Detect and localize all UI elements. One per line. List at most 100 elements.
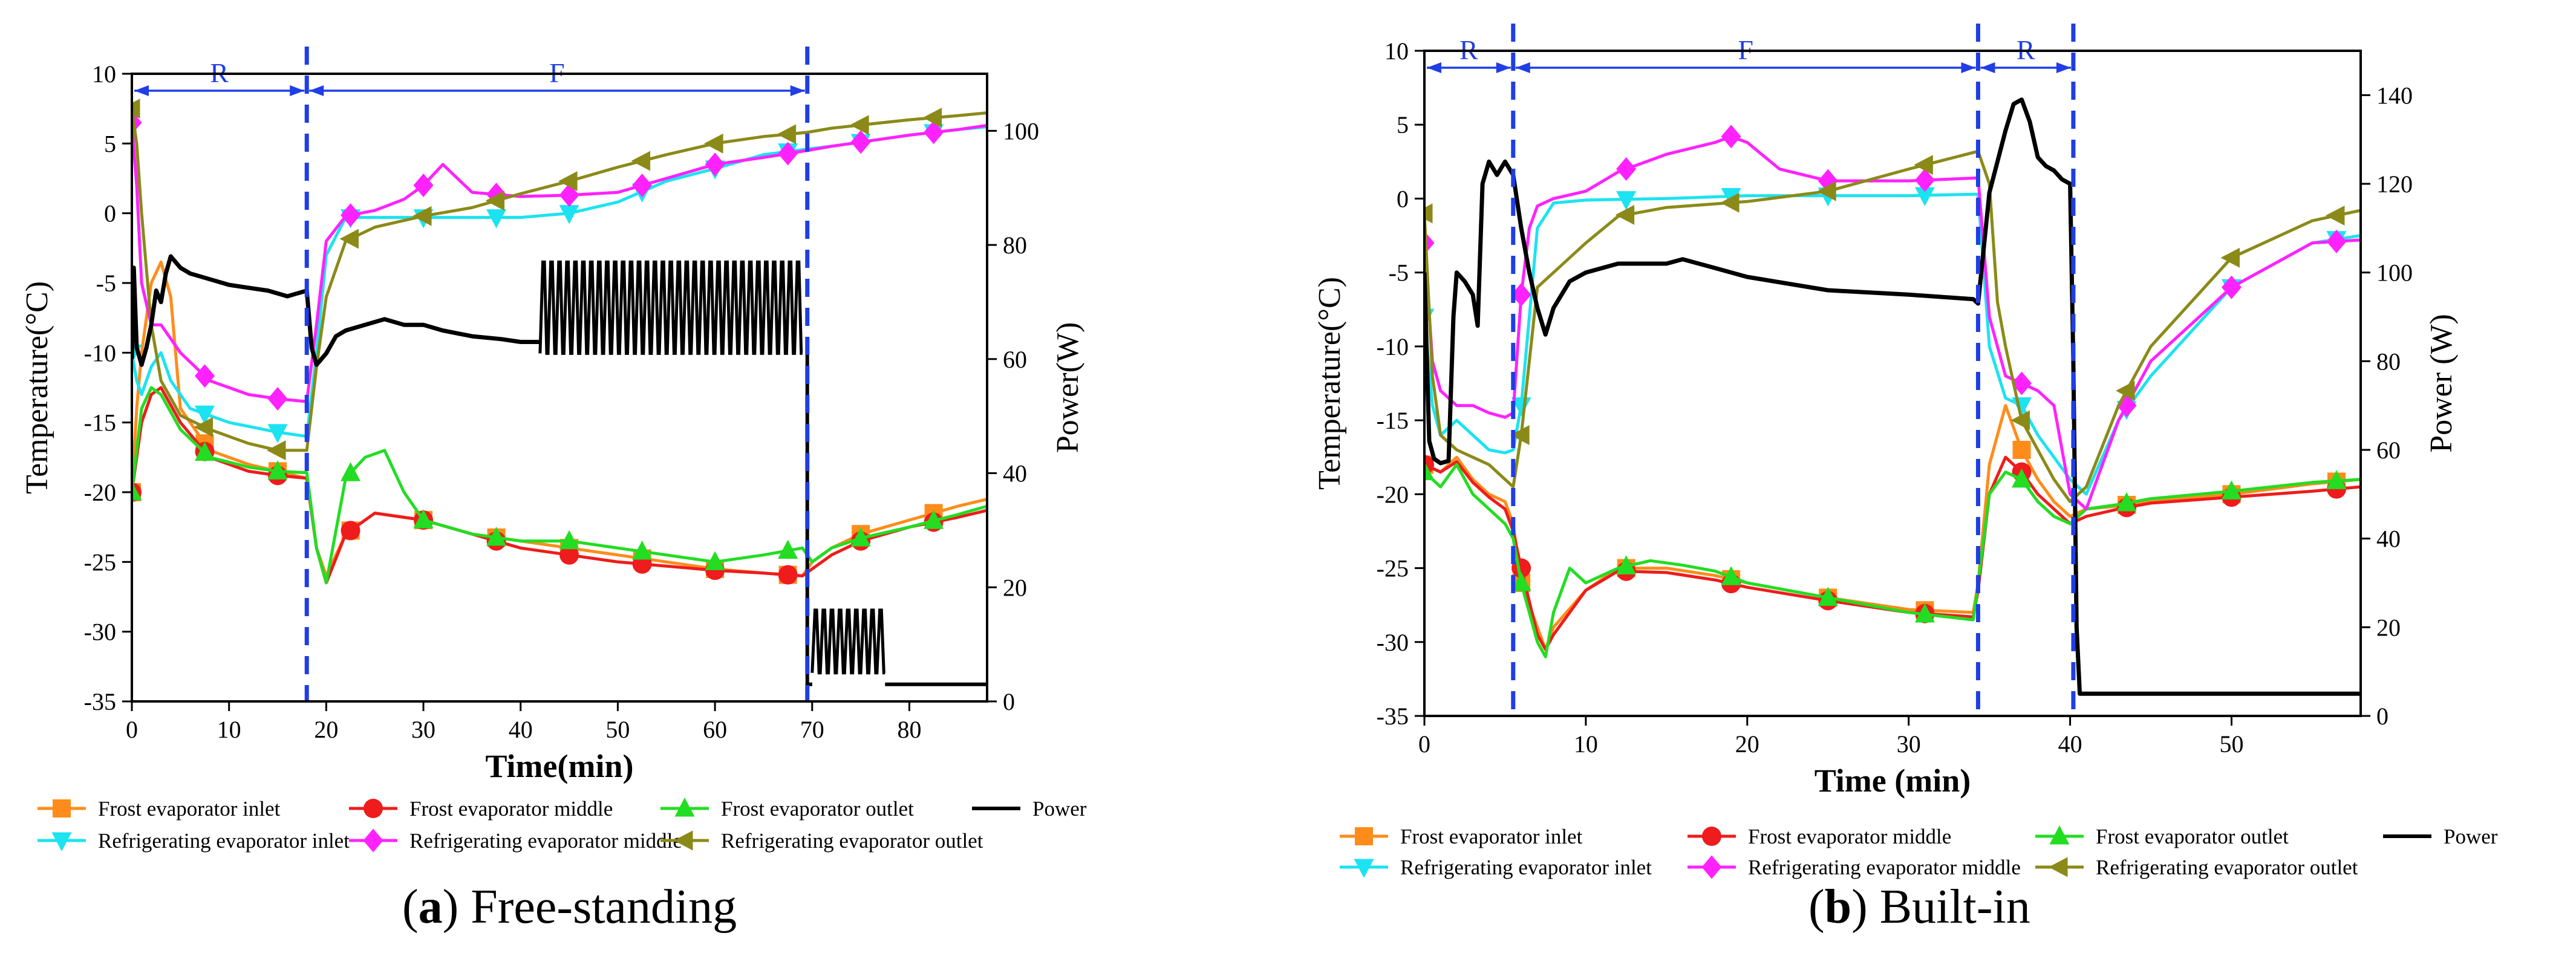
marker-frost_outlet-b-9 [2326, 470, 2347, 489]
marker-ref_middle-b-5 [1914, 168, 1935, 192]
marker-ref_outlet-b-3 [1720, 192, 1740, 213]
region-arrowhead-right-b-0 [1496, 62, 1511, 73]
marker-frost_outlet-b-2 [1616, 555, 1637, 574]
marker-ref_middle-a-1 [195, 364, 215, 388]
x-tick-label-a-6: 60 [703, 716, 727, 743]
y2-tick-label-b-2: 40 [2376, 525, 2401, 553]
y2-tick-label-b-1: 20 [2376, 614, 2401, 641]
caption-b-text: ) Built-in [1851, 880, 2030, 934]
legend-label-power-b: Power [2444, 825, 2498, 848]
x-tick-label-a-8: 80 [897, 716, 921, 743]
marker-ref_outlet-a-0 [132, 99, 140, 119]
marker-frost_outlet-a-9 [778, 539, 798, 559]
marker-frost_outlet-a-10 [850, 527, 871, 547]
marker-ref_outlet-a-2 [267, 440, 286, 461]
series-line-ref_middle-a [132, 122, 987, 403]
y-tick-label-a-9: 10 [92, 60, 116, 88]
marker-frost_outlet-a-2 [267, 460, 288, 479]
legend-label-frost_inlet-b: Frost evaporator inlet [1400, 825, 1583, 848]
marker-ref_outlet-a-3 [339, 229, 359, 249]
y2-tick-label-b-7: 140 [2376, 82, 2413, 109]
y-tick-label-b-2: -25 [1377, 555, 1409, 582]
series-line-power-pulses-a-1 [810, 608, 885, 675]
caption-a-letter: a [418, 880, 443, 934]
marker-ref_outlet-a-6 [558, 171, 578, 192]
y-tick-label-b-6: -5 [1389, 259, 1409, 287]
x-tick-label-a-7: 70 [800, 716, 824, 743]
x-axis-title-b: Time (min) [1815, 762, 1971, 799]
legend-marker-ref_outlet-a [674, 830, 693, 851]
region-arrowhead-left-b-2 [1980, 62, 1995, 73]
y2-tick-label-b-5: 100 [2376, 259, 2413, 287]
region-arrowhead-right-a-0 [290, 85, 305, 96]
series-line-frost_middle-b [1424, 455, 2361, 651]
x-tick-label-a-1: 10 [217, 716, 241, 743]
y-tick-label-a-5: -10 [84, 339, 116, 366]
marker-ref_middle-b-6 [2012, 371, 2032, 395]
x-tick-label-a-4: 40 [509, 716, 533, 743]
marker-ref_outlet-b-4 [1817, 181, 1836, 201]
marker-ref_middle-a-8 [705, 152, 725, 177]
marker-frost_outlet-b-1 [1511, 572, 1531, 591]
x-tick-label-a-0: 0 [126, 716, 138, 743]
series-line-power-pulses-a-0 [538, 260, 803, 355]
y2-tick-label-b-0: 0 [2376, 703, 2389, 730]
legend-label-ref_middle-b: Refrigerating evaporator middle [1748, 856, 2021, 879]
marker-ref_middle-a-9 [778, 141, 798, 166]
legend-label-ref_outlet-a: Refrigerating evaporator outlet [721, 829, 983, 853]
y-tick-label-a-6: -5 [96, 270, 116, 297]
caption-a-text: ) Free-standing [442, 880, 737, 934]
y-tick-label-a-2: -25 [84, 548, 116, 576]
marker-ref_outlet-b-6 [2010, 410, 2030, 431]
marker-frost_outlet-b-8 [2221, 480, 2242, 499]
marker-ref_inlet-a-5 [486, 209, 507, 229]
legend-label-frost_outlet-a: Frost evaporator outlet [721, 797, 914, 821]
marker-ref_middle-a-3 [341, 203, 361, 227]
legend-marker-frost_middle-a [364, 799, 383, 818]
y-tick-label-a-3: -20 [84, 479, 116, 506]
y-tick-label-b-5: -10 [1377, 333, 1409, 360]
marker-frost_outlet-a-6 [559, 530, 579, 550]
marker-frost_outlet-b-6 [2012, 468, 2032, 488]
marker-ref_outlet-b-8 [2220, 247, 2240, 268]
marker-ref_outlet-a-10 [850, 115, 869, 135]
legend-label-frost_middle-b: Frost evaporator middle [1748, 825, 1951, 848]
marker-ref_outlet-a-11 [922, 108, 942, 128]
legend-marker-ref_middle-b [1701, 855, 1722, 879]
x-tick-label-b-4: 40 [2058, 730, 2082, 758]
series-line-ref_middle-b [1424, 135, 2361, 511]
marker-ref_outlet-a-1 [194, 417, 214, 437]
y-tick-label-b-3: -20 [1377, 481, 1409, 508]
marker-ref_middle-a-2 [267, 386, 288, 411]
marker-ref_inlet-a-1 [195, 405, 215, 425]
y2-tick-label-b-4: 80 [2376, 348, 2401, 375]
legend-marker-ref_inlet-b [1354, 859, 1374, 878]
series-line-frost_middle-a [132, 386, 987, 585]
y2-axis-title-b: Power (W) [2424, 314, 2459, 453]
legend-marker-ref_middle-a [363, 828, 383, 853]
series-line-power-b [1424, 97, 2361, 696]
region-arrowhead-left-a-1 [309, 85, 324, 96]
marker-ref_inlet-b-5 [1914, 187, 1935, 206]
marker-ref_outlet-b-1 [1510, 425, 1530, 446]
y2-tick-label-a-0: 0 [1003, 688, 1015, 715]
marker-ref_outlet-b-0 [1424, 203, 1433, 224]
y-tick-label-a-8: 5 [104, 130, 116, 157]
series-line-ref_outlet-b [1424, 149, 2361, 504]
marker-ref_outlet-b-7 [2116, 380, 2135, 401]
y2-tick-label-a-3: 60 [1003, 346, 1027, 373]
x-tick-label-b-2: 20 [1735, 730, 1759, 758]
x-tick-label-a-5: 50 [605, 716, 630, 743]
marker-ref_middle-a-4 [413, 174, 434, 198]
marker-ref_middle-a-10 [850, 130, 871, 154]
y-tick-label-a-4: -15 [84, 409, 116, 437]
region-arrowhead-left-b-0 [1427, 62, 1441, 73]
caption-b: (b) Built-in [1808, 880, 2030, 934]
y-tick-label-a-0: -35 [84, 688, 116, 715]
legend-marker-ref_inlet-a [51, 832, 72, 851]
y2-axis-title-a: Power(W) [1051, 322, 1085, 453]
marker-frost_middle-a-6 [559, 545, 579, 565]
x-tick-label-b-5: 50 [2219, 730, 2243, 758]
legend-label-ref_outlet-b: Refrigerating evaporator outlet [2096, 856, 2358, 879]
legend-label-frost_outlet-b: Frost evaporator outlet [2096, 825, 2289, 848]
